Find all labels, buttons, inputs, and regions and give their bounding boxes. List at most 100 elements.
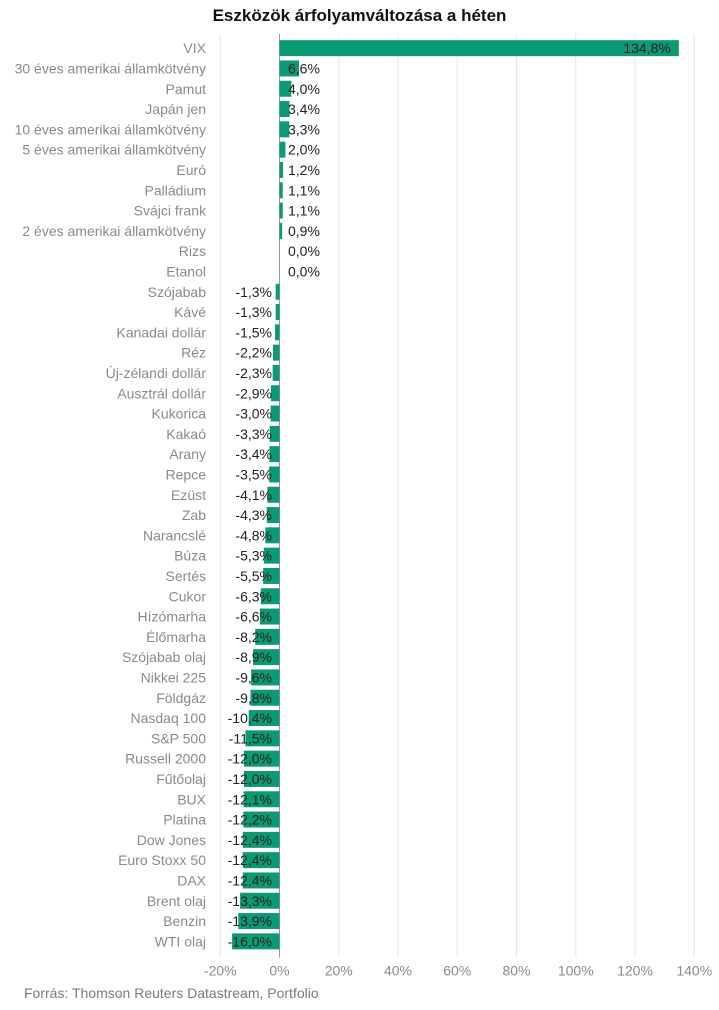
data-label: -13,3% xyxy=(228,893,272,909)
bar xyxy=(232,933,280,950)
category-label: Zab xyxy=(182,507,206,523)
bar xyxy=(275,324,280,341)
bar xyxy=(279,80,292,97)
bar xyxy=(255,628,280,645)
category-label: Kakaó xyxy=(166,426,206,442)
bar xyxy=(260,588,280,605)
data-label: 6,6% xyxy=(288,60,320,76)
category-label: Ausztrál dollár xyxy=(117,385,206,401)
data-label: 1,2% xyxy=(288,162,320,178)
bar xyxy=(270,385,280,402)
bar xyxy=(275,304,280,321)
category-label: Cukor xyxy=(169,588,207,604)
x-tick-label: 20% xyxy=(325,963,353,979)
data-label: 2,0% xyxy=(288,142,320,158)
bar xyxy=(269,446,280,463)
data-label: -3,4% xyxy=(235,446,272,462)
x-tick-label: 0% xyxy=(269,963,289,979)
category-label: Russell 2000 xyxy=(125,751,206,767)
data-label: -13,9% xyxy=(228,913,272,929)
data-label: 3,3% xyxy=(288,121,320,137)
bar xyxy=(279,161,284,178)
bar xyxy=(279,101,290,118)
category-label: S&P 500 xyxy=(151,730,206,746)
category-label: 10 éves amerikai államkötvény xyxy=(15,121,206,137)
bar xyxy=(242,831,280,848)
category-label: Nasdaq 100 xyxy=(130,710,206,726)
data-label: -12,4% xyxy=(228,852,272,868)
category-label: Kávé xyxy=(174,304,206,320)
bar xyxy=(242,852,280,869)
data-label: -8,9% xyxy=(235,649,272,665)
category-label: Dow Jones xyxy=(137,832,206,848)
bar xyxy=(279,182,283,199)
x-tick-label: 80% xyxy=(502,963,530,979)
x-tick-label: 140% xyxy=(676,963,712,979)
bar xyxy=(243,750,280,767)
data-label: -5,3% xyxy=(235,548,272,564)
bar xyxy=(279,121,290,138)
data-label: -6,6% xyxy=(235,609,272,625)
category-label: Kanadai dollár xyxy=(116,324,206,340)
category-label: Benzin xyxy=(163,913,206,929)
bar xyxy=(269,425,280,442)
bar xyxy=(251,669,280,686)
source-note: Forrás: Thomson Reuters Datastream, Port… xyxy=(24,985,319,1001)
category-label: Repce xyxy=(166,466,207,482)
bar xyxy=(272,344,280,361)
bar xyxy=(265,527,280,544)
x-tick-label: 100% xyxy=(558,963,594,979)
data-label: -2,3% xyxy=(235,365,272,381)
category-label: DAX xyxy=(177,872,206,888)
data-label: -4,8% xyxy=(235,527,272,543)
bar xyxy=(267,486,280,503)
category-label: VIX xyxy=(183,40,206,56)
data-label: 134,8% xyxy=(623,40,670,56)
data-label: -9,6% xyxy=(235,669,272,685)
category-label: Platina xyxy=(163,812,206,828)
data-label: 0,0% xyxy=(288,243,320,259)
chart-title: Eszközök árfolyamváltozása a héten xyxy=(212,6,507,25)
data-label: -12,0% xyxy=(228,751,272,767)
data-label: 1,1% xyxy=(288,203,320,219)
data-label: 0,9% xyxy=(288,223,320,239)
data-label: -12,4% xyxy=(228,832,272,848)
bar xyxy=(275,283,280,300)
category-label: Nikkei 225 xyxy=(141,669,207,685)
bar xyxy=(259,608,280,625)
data-label: 4,0% xyxy=(288,81,320,97)
category-label: 2 éves amerikai államkötvény xyxy=(22,223,206,239)
data-label: -12,2% xyxy=(228,812,272,828)
data-label: -1,3% xyxy=(235,304,272,320)
category-label: Fűtőolaj xyxy=(156,771,206,787)
bar xyxy=(248,710,280,727)
category-label: Réz xyxy=(181,345,206,361)
data-label: 0,0% xyxy=(288,263,320,279)
category-label: Japán jen xyxy=(145,101,206,117)
bar xyxy=(243,770,280,787)
category-label: Szójabab olaj xyxy=(122,649,206,665)
category-label: Sertés xyxy=(166,568,206,584)
bar xyxy=(245,730,280,747)
data-label: -5,5% xyxy=(235,568,272,584)
category-label: WTI olaj xyxy=(155,933,206,949)
category-label: BUX xyxy=(177,791,206,807)
x-tick-label: 40% xyxy=(384,963,412,979)
category-label: Hízómarha xyxy=(138,609,207,625)
category-label: Narancslé xyxy=(143,527,206,543)
data-label: -2,9% xyxy=(235,385,272,401)
data-label: -4,1% xyxy=(235,487,272,503)
category-label: Palládium xyxy=(145,182,206,198)
category-label: Rizs xyxy=(179,243,206,259)
bar xyxy=(263,567,280,584)
bar xyxy=(242,872,280,889)
data-label: -1,3% xyxy=(235,284,272,300)
data-label: 1,1% xyxy=(288,182,320,198)
data-label: -12,0% xyxy=(228,771,272,787)
category-label: Földgáz xyxy=(156,690,206,706)
bar xyxy=(279,141,286,158)
data-label: -3,0% xyxy=(235,406,272,422)
bar xyxy=(279,202,283,219)
x-tick-label: 60% xyxy=(443,963,471,979)
category-label: Új-zélandi dollár xyxy=(106,365,207,381)
